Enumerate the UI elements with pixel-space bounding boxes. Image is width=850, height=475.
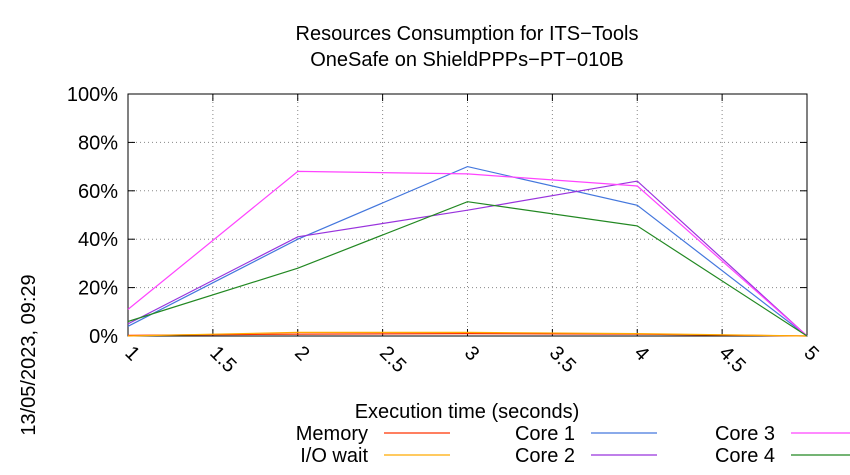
y-tick-label: 100% bbox=[67, 84, 118, 106]
timestamp-label: 13/05/2023, 09:29 bbox=[18, 274, 40, 435]
series-line-core-4 bbox=[127, 201, 808, 337]
series-lines bbox=[127, 165, 808, 337]
x-tick-label: 4 bbox=[630, 342, 653, 365]
y-tick-label: 60% bbox=[78, 181, 118, 203]
legend-label: I/O wait bbox=[300, 445, 368, 467]
series-line-i-o-wait bbox=[127, 331, 808, 337]
y-tick-label: 40% bbox=[78, 229, 118, 251]
x-tick-label: 2.5 bbox=[375, 342, 410, 377]
x-tick-label: 4.5 bbox=[715, 342, 750, 377]
series-line-core-3 bbox=[127, 170, 808, 337]
series-line-core-1 bbox=[127, 165, 808, 337]
series-line-core-2 bbox=[127, 180, 808, 337]
x-tick-label: 1.5 bbox=[205, 342, 240, 377]
legend-label: Core 3 bbox=[715, 423, 775, 445]
legend-label: Memory bbox=[296, 423, 368, 445]
legend-label: Core 2 bbox=[515, 445, 575, 467]
x-axis-label: Execution time (seconds) bbox=[355, 401, 580, 423]
y-tick-label: 0% bbox=[89, 326, 118, 348]
legend-label: Core 4 bbox=[715, 445, 775, 467]
x-tick-label: 1 bbox=[120, 342, 143, 365]
legend-label: Core 1 bbox=[515, 423, 575, 445]
x-tick-label: 3.5 bbox=[545, 342, 580, 377]
x-tick-label: 2 bbox=[290, 342, 313, 365]
chart-title-line2: OneSafe on ShieldPPPs−PT−010B bbox=[310, 49, 624, 71]
x-tick-label: 5 bbox=[799, 342, 822, 365]
x-tick-label: 3 bbox=[460, 342, 483, 365]
y-tick-label: 80% bbox=[78, 132, 118, 154]
y-tick-label: 20% bbox=[78, 278, 118, 300]
grid bbox=[128, 94, 807, 336]
chart-title-line1: Resources Consumption for ITS−Tools bbox=[296, 23, 639, 45]
y-axis: 0% 20% 40% 60% 80% 100% bbox=[67, 84, 807, 348]
